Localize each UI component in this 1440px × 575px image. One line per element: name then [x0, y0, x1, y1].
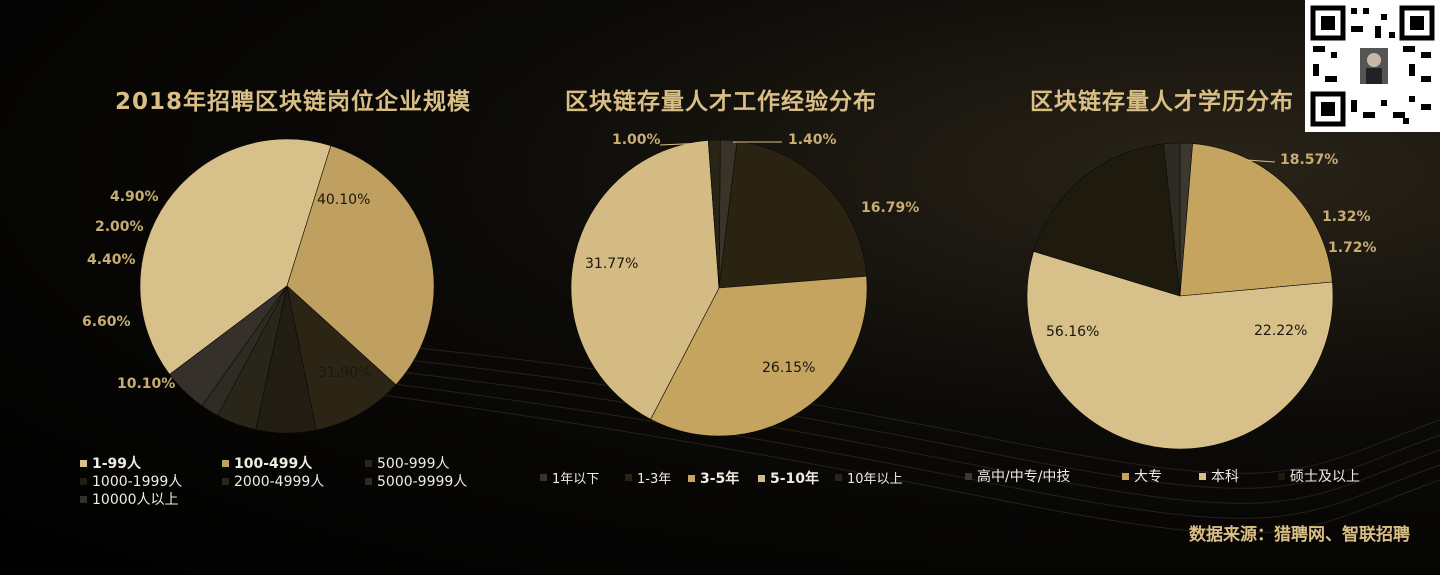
legend-item: 10000人以上	[80, 489, 179, 509]
legend-item: 5000-9999人	[365, 471, 467, 491]
slice-label: 26.15%	[762, 360, 816, 376]
pie-chart-experience	[570, 139, 868, 437]
pie-slice	[1026, 251, 1334, 450]
qr-code-icon[interactable]	[1305, 0, 1440, 132]
pie-slice	[1033, 143, 1181, 297]
slice-label: 2.00%	[95, 219, 144, 235]
slice-label: 4.90%	[110, 189, 159, 205]
pie-slice	[286, 145, 435, 386]
data-source: 数据来源：猎聘网、智联招聘	[1189, 525, 1410, 545]
legend-item: 1年以下	[540, 468, 599, 487]
legend-item: 5-10年	[758, 468, 819, 488]
leader-lines	[144, 141, 1276, 318]
chart-3-title: 区块链存量人才学历分布	[1030, 89, 1294, 115]
slice-label: 18.57%	[1280, 152, 1339, 168]
legend-item: 1000-1999人	[80, 471, 182, 491]
slice-label: 1.40%	[788, 132, 837, 148]
slice-label: 31.77%	[585, 256, 639, 272]
pie-slice	[707, 139, 721, 289]
pie-slice	[1179, 143, 1333, 297]
slice-label: 1.72%	[1328, 240, 1377, 256]
chart-1-title: 2018年招聘区块链岗位企业规模	[115, 89, 472, 115]
pie-slice	[1163, 142, 1181, 297]
chart-2-title: 区块链存量人才工作经验分布	[565, 89, 877, 115]
slice-label: 56.16%	[1046, 324, 1100, 340]
legend-item: 2000-4999人	[222, 471, 324, 491]
pie-slice	[570, 140, 720, 420]
pie-slice	[286, 285, 397, 431]
slice-label: 10.10%	[117, 376, 176, 392]
legend-item: 大专	[1122, 466, 1162, 486]
legend-item: 本科	[1199, 466, 1239, 486]
pie-slice	[718, 140, 867, 289]
slice-label: 1.32%	[1322, 209, 1371, 225]
slice-label: 31.90%	[318, 365, 372, 381]
pie-chart-company-size	[139, 138, 435, 434]
legend-item: 高中/中专/中技	[965, 466, 1070, 486]
slice-label: 40.10%	[317, 192, 371, 208]
pie-slice	[650, 275, 868, 437]
legend-item: 硕士及以上	[1278, 466, 1360, 486]
slice-label: 4.40%	[87, 252, 136, 268]
legend-item: 100-499人	[222, 453, 312, 473]
legend-item: 1-3年	[625, 468, 671, 487]
legend-item: 10年以上	[835, 468, 903, 487]
slice-label: 22.22%	[1254, 323, 1308, 339]
legend-item: 500-999人	[365, 453, 450, 473]
pie-slice	[139, 138, 332, 375]
slice-label: 6.60%	[82, 314, 131, 330]
legend-item: 1-99人	[80, 453, 141, 473]
pie-chart-education	[1026, 142, 1334, 450]
pie-slice	[169, 285, 288, 407]
slice-label: 16.79%	[861, 200, 920, 216]
legend-item: 3-5年	[688, 468, 739, 488]
slice-label: 1.00%	[612, 132, 661, 148]
